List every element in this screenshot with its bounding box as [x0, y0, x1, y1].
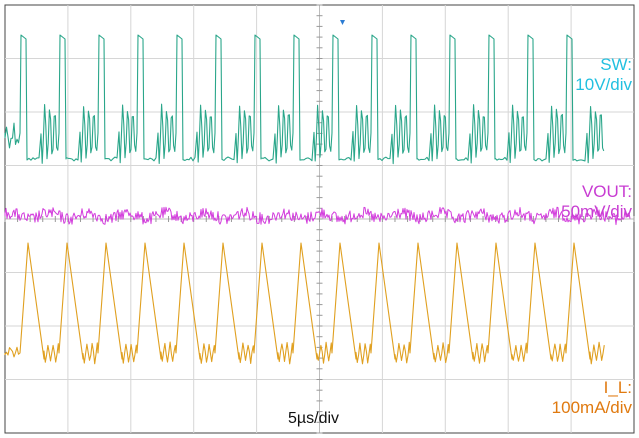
vout-scale: 50mV/div: [561, 202, 632, 221]
sw-scale: 10V/div: [575, 75, 632, 94]
sw-name: SW:: [600, 55, 632, 74]
vout-name: VOUT:: [581, 182, 632, 201]
il-trace: [4, 242, 605, 365]
sw-trace: [4, 34, 605, 165]
il-scale: 100mA/div: [551, 398, 632, 417]
trigger-marker: [340, 20, 345, 25]
il-name: I_L:: [603, 378, 632, 397]
vout-label: VOUT: 50mV/div: [520, 182, 632, 222]
traces: [4, 34, 631, 365]
timebase-label: 5µs/div: [288, 410, 340, 427]
vout-trace: [4, 206, 631, 226]
sw-label: SW: 10V/div: [560, 55, 632, 95]
il-label: I_L: 100mA/div: [520, 378, 632, 418]
